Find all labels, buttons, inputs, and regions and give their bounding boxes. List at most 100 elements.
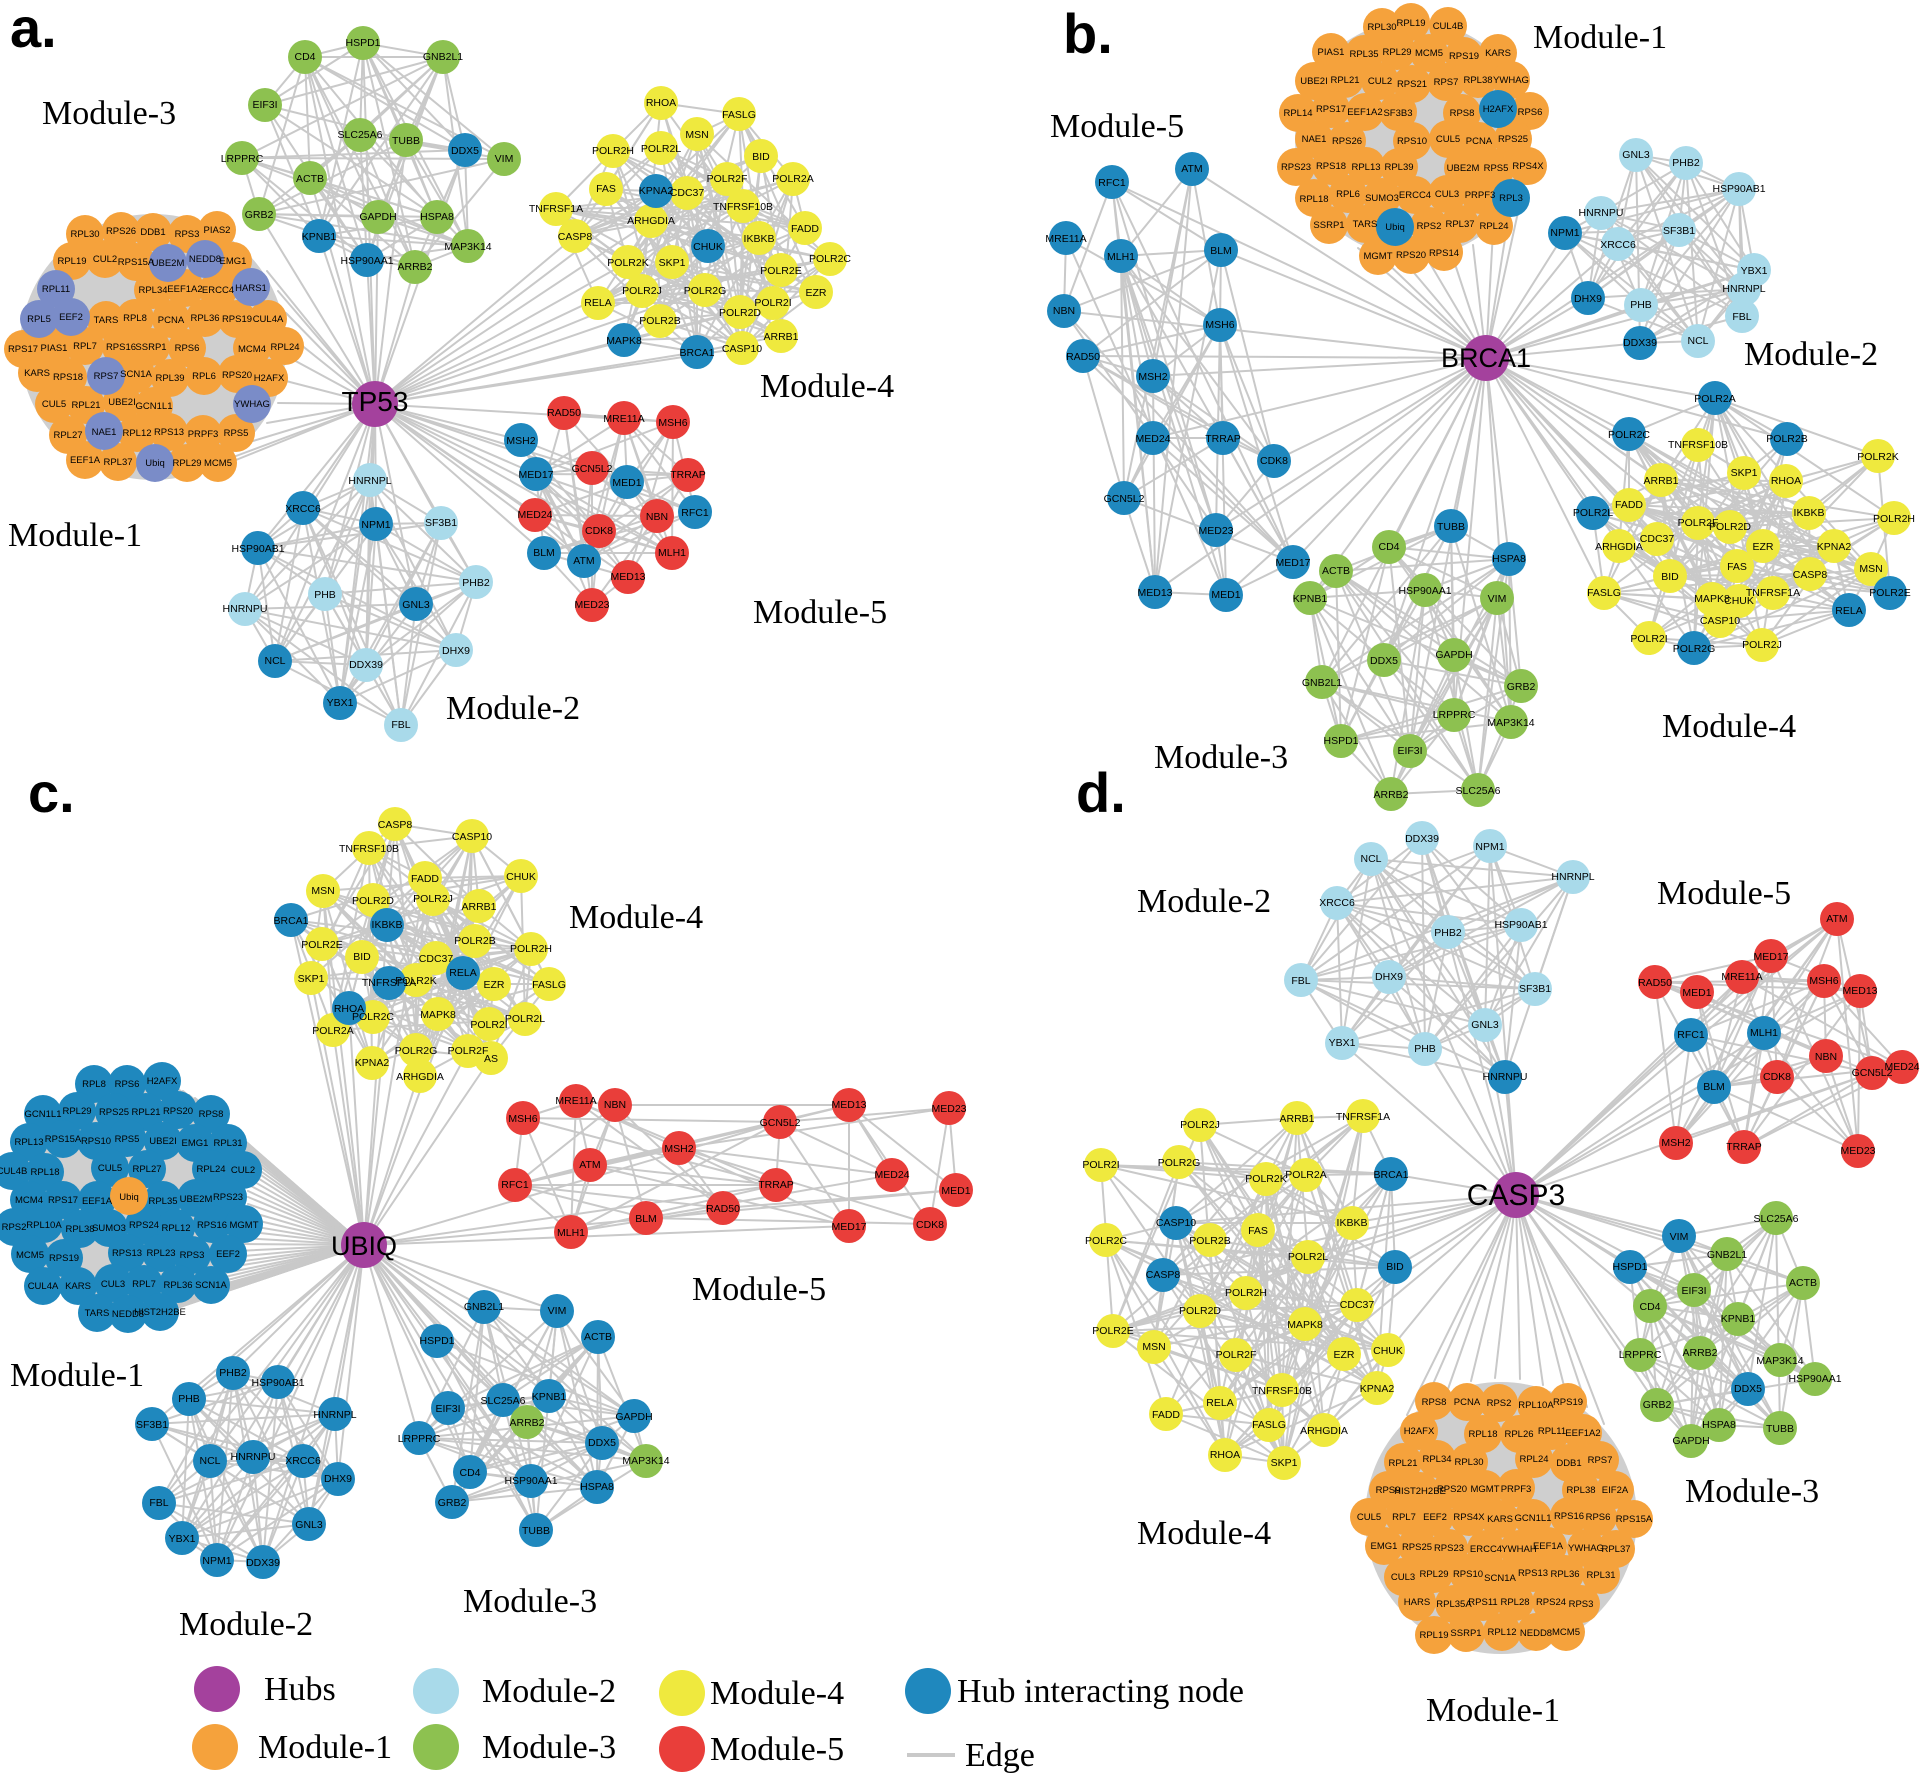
svg-text:NBN: NBN — [604, 1099, 626, 1111]
svg-text:Module-4: Module-4 — [1137, 1515, 1271, 1552]
svg-text:MED17: MED17 — [1753, 951, 1788, 963]
svg-text:RPL10A: RPL10A — [1518, 1400, 1554, 1411]
svg-text:FAS: FAS — [1727, 561, 1747, 573]
svg-text:RPS18: RPS18 — [1316, 161, 1346, 172]
svg-text:HARS: HARS — [1404, 1597, 1430, 1608]
svg-text:GAPDH: GAPDH — [1435, 649, 1472, 661]
svg-text:TNFRSF1A: TNFRSF1A — [362, 977, 416, 989]
svg-text:NBN: NBN — [1815, 1051, 1837, 1063]
svg-text:UBE2I: UBE2I — [149, 1136, 176, 1147]
svg-text:KARS: KARS — [1487, 1514, 1513, 1525]
svg-text:RPS14: RPS14 — [1429, 248, 1459, 259]
svg-text:DDX5: DDX5 — [1734, 1383, 1762, 1395]
svg-text:RPS17: RPS17 — [1316, 104, 1346, 115]
svg-text:MSN: MSN — [311, 885, 334, 897]
svg-text:FBL: FBL — [391, 719, 410, 731]
svg-text:MAP3K14: MAP3K14 — [1487, 717, 1534, 729]
svg-text:EIF3I: EIF3I — [1681, 1285, 1706, 1297]
svg-text:HNRNPL: HNRNPL — [313, 1409, 356, 1421]
svg-text:RPS20: RPS20 — [1396, 250, 1426, 261]
svg-text:KPNB1: KPNB1 — [532, 1391, 567, 1403]
svg-text:RPS5: RPS5 — [1484, 163, 1509, 174]
svg-text:MAPK8: MAPK8 — [1694, 593, 1730, 605]
svg-text:MSN: MSN — [685, 129, 708, 141]
svg-text:FBL: FBL — [1732, 311, 1751, 323]
svg-text:DDX39: DDX39 — [349, 659, 383, 671]
svg-text:HNRNPL: HNRNPL — [1551, 871, 1594, 883]
svg-text:RPL7: RPL7 — [73, 341, 97, 352]
svg-text:GRB2: GRB2 — [438, 1497, 467, 1509]
svg-text:NCL: NCL — [1687, 335, 1708, 347]
svg-text:XRCC6: XRCC6 — [285, 503, 321, 515]
svg-text:NEDD8: NEDD8 — [112, 1309, 144, 1320]
svg-text:ARHGDIA: ARHGDIA — [1300, 1425, 1348, 1437]
svg-text:TRRAP: TRRAP — [1205, 433, 1241, 445]
svg-text:RPL18: RPL18 — [30, 1167, 59, 1178]
svg-text:HIST2H2BE: HIST2H2BE — [1394, 1486, 1446, 1497]
svg-text:Module-2: Module-2 — [1137, 883, 1271, 920]
svg-text:POLR2A: POLR2A — [772, 173, 813, 185]
svg-text:MSH2: MSH2 — [506, 435, 535, 447]
svg-text:POLR2F: POLR2F — [1678, 517, 1719, 529]
svg-text:CASP3: CASP3 — [1467, 1179, 1565, 1212]
svg-text:b.: b. — [1063, 2, 1113, 65]
svg-text:RPS25: RPS25 — [1498, 134, 1528, 145]
svg-text:RFC1: RFC1 — [1098, 177, 1126, 189]
svg-text:DHX9: DHX9 — [324, 1473, 352, 1485]
svg-text:GAPDH: GAPDH — [615, 1411, 652, 1423]
svg-text:BRCA1: BRCA1 — [1441, 343, 1531, 373]
svg-text:RPL29: RPL29 — [172, 458, 201, 469]
svg-text:HSP90AB1: HSP90AB1 — [1712, 183, 1765, 195]
svg-text:EEF1A: EEF1A — [1533, 1541, 1564, 1552]
svg-text:NCL: NCL — [1360, 853, 1381, 865]
svg-text:H2AFX: H2AFX — [1483, 104, 1514, 115]
svg-text:MLH1: MLH1 — [557, 1227, 585, 1239]
svg-text:NPM1: NPM1 — [1550, 227, 1579, 239]
svg-text:ERCC4: ERCC4 — [202, 285, 234, 296]
svg-text:PHB: PHB — [1414, 1043, 1436, 1055]
svg-text:RPS20: RPS20 — [1437, 1484, 1467, 1495]
svg-text:RPS13: RPS13 — [1518, 1568, 1548, 1579]
svg-text:Ubiq: Ubiq — [145, 458, 165, 469]
svg-text:MED17: MED17 — [1275, 557, 1310, 569]
svg-text:DDX39: DDX39 — [1405, 833, 1439, 845]
svg-text:FASLG: FASLG — [1587, 587, 1621, 599]
svg-text:RPL21: RPL21 — [1388, 1458, 1417, 1469]
svg-text:TARS: TARS — [1353, 219, 1378, 230]
svg-text:CUL3: CUL3 — [101, 1279, 125, 1290]
svg-text:RPS6: RPS6 — [1586, 1512, 1611, 1523]
svg-text:EZR: EZR — [1334, 1349, 1355, 1361]
svg-text:MCM4: MCM4 — [238, 344, 266, 355]
svg-text:MAPK8: MAPK8 — [420, 1009, 456, 1021]
svg-text:RPS10: RPS10 — [1453, 1569, 1483, 1580]
svg-text:EIF3I: EIF3I — [435, 1403, 460, 1415]
svg-text:Module-4: Module-4 — [1662, 708, 1796, 745]
svg-text:MED13: MED13 — [1842, 985, 1877, 997]
svg-text:POLR2G: POLR2G — [1158, 1157, 1201, 1169]
svg-text:RPS15A: RPS15A — [1616, 1514, 1653, 1525]
svg-text:CUL3: CUL3 — [1435, 189, 1459, 200]
svg-text:BID: BID — [1661, 571, 1679, 583]
svg-text:CUL2: CUL2 — [231, 1165, 255, 1176]
svg-text:CHUK: CHUK — [693, 241, 723, 253]
svg-text:GNB2L1: GNB2L1 — [1707, 1249, 1747, 1261]
svg-text:Module-2: Module-2 — [179, 1606, 313, 1643]
svg-text:RPL21: RPL21 — [131, 1107, 160, 1118]
svg-text:RELA: RELA — [584, 297, 611, 309]
svg-text:CUL2: CUL2 — [93, 254, 117, 265]
svg-text:BLM: BLM — [635, 1213, 657, 1225]
svg-text:RPS4X: RPS4X — [1512, 161, 1544, 172]
svg-text:Module-5: Module-5 — [1050, 108, 1184, 145]
svg-text:HSPD1: HSPD1 — [1323, 735, 1358, 747]
svg-text:POLR2K: POLR2K — [1857, 451, 1898, 463]
svg-text:POLR2L: POLR2L — [505, 1013, 545, 1025]
svg-text:RPS7: RPS7 — [94, 371, 119, 382]
svg-text:RPL36: RPL36 — [190, 313, 219, 324]
svg-text:MSH6: MSH6 — [1205, 319, 1234, 331]
svg-text:POLR2J: POLR2J — [413, 893, 453, 905]
svg-text:RPS5: RPS5 — [115, 1134, 140, 1145]
svg-text:SKP1: SKP1 — [659, 257, 686, 269]
svg-text:GCN1L1: GCN1L1 — [1515, 1513, 1552, 1524]
svg-text:MED23: MED23 — [574, 599, 609, 611]
svg-text:RHOA: RHOA — [646, 97, 676, 109]
